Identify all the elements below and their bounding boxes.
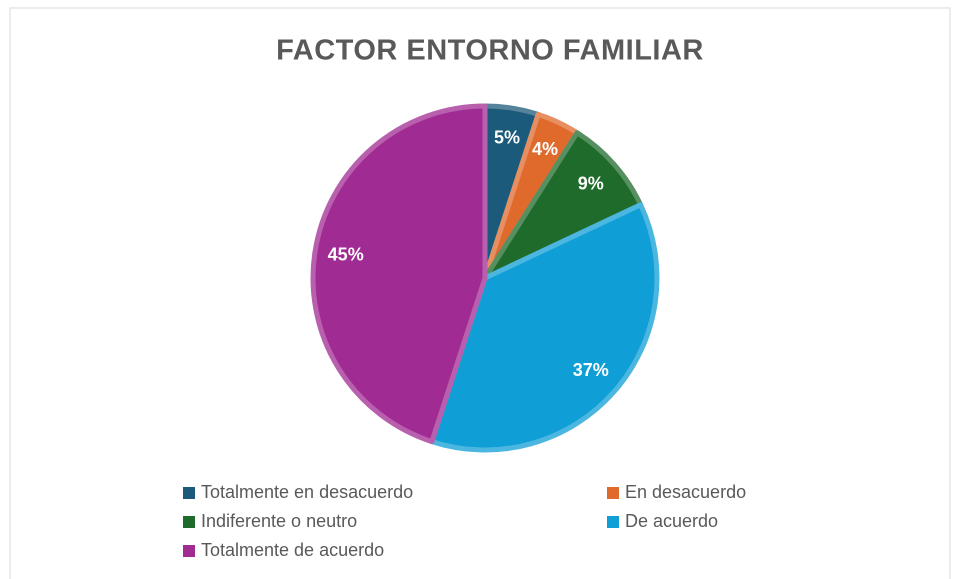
legend-label: Totalmente de acuerdo	[201, 540, 384, 560]
data-label: 37%	[573, 360, 609, 380]
legend-swatch	[183, 487, 195, 499]
legend-swatch	[607, 516, 619, 528]
legend-swatch	[183, 516, 195, 528]
data-label: 5%	[494, 127, 520, 147]
legend-label: En desacuerdo	[625, 482, 746, 502]
legend-label: Totalmente en desacuerdo	[201, 482, 413, 502]
data-label: 45%	[328, 245, 364, 265]
legend-label: Indiferente o neutro	[201, 511, 357, 531]
data-label: 4%	[532, 139, 558, 159]
data-label: 9%	[578, 173, 604, 193]
chart-title: FACTOR ENTORNO FAMILIAR	[276, 35, 704, 67]
legend-swatch	[607, 487, 619, 499]
pie-slice	[310, 103, 488, 445]
legend-swatch	[183, 545, 195, 557]
pie-slice	[429, 202, 660, 453]
legend-label: De acuerdo	[625, 511, 718, 531]
